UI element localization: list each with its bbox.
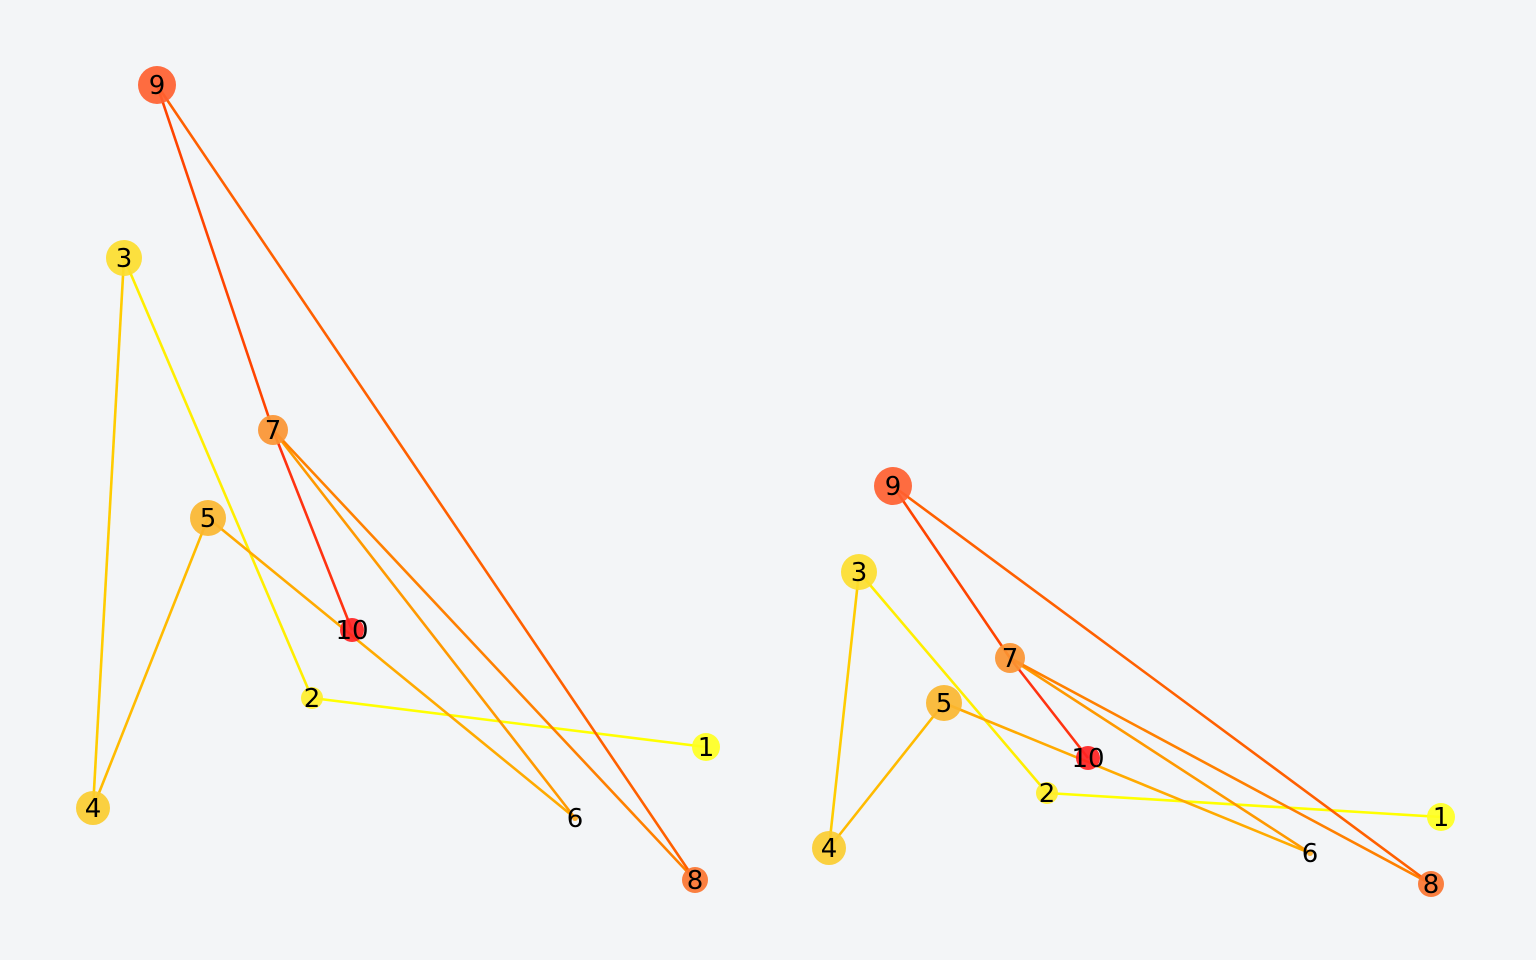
edge-9-7: [155, 84, 275, 431]
edge-2-1: [311, 696, 707, 749]
edge-3-2: [122, 257, 314, 699]
edge-5-4: [827, 702, 946, 849]
node-label-10: 10: [1071, 744, 1104, 774]
node-label-9: 9: [149, 71, 166, 101]
node-label-6: 6: [1302, 839, 1319, 869]
edge-7-8: [1009, 656, 1432, 886]
node-label-5: 5: [200, 504, 217, 534]
node-2: [1036, 782, 1058, 804]
node-10: [1076, 746, 1100, 770]
node-10: [340, 618, 364, 642]
node-label-1: 1: [1433, 803, 1450, 833]
node-7: [258, 415, 288, 445]
edge-7-6: [271, 429, 577, 819]
edge-9-8: [892, 484, 1432, 886]
node-label-7: 7: [265, 416, 282, 446]
node-label-2: 2: [304, 684, 321, 714]
node-9: [874, 467, 912, 505]
node-4: [812, 831, 846, 865]
node-1: [1427, 803, 1455, 831]
node-3: [841, 554, 877, 590]
edge-7-6: [1009, 656, 1311, 855]
node-label-3: 3: [851, 558, 868, 588]
node-label-6: 6: [567, 804, 584, 834]
node-8: [682, 867, 708, 893]
edge-7-10: [1008, 657, 1090, 759]
node-label-4: 4: [821, 834, 838, 864]
edge-9-7: [891, 485, 1012, 659]
node-3: [106, 240, 142, 276]
node-1: [692, 733, 720, 761]
node-label-4: 4: [85, 794, 102, 824]
graph-2: 1 2 3 4 5 6 7 8 9 10: [812, 467, 1455, 900]
edge-2-1: [1046, 791, 1442, 819]
node-9: [138, 66, 176, 104]
graph-1: 1 2 3 4 5 6 7 8 9 10: [76, 66, 720, 896]
edge-5-6: [207, 516, 576, 820]
node-label-3: 3: [116, 244, 133, 274]
node-5: [190, 500, 226, 536]
node-label-8: 8: [687, 866, 704, 896]
edge-5-4: [91, 517, 210, 809]
node-label-1: 1: [698, 733, 715, 763]
edge-9-8: [155, 84, 697, 881]
node-label-5: 5: [936, 689, 953, 719]
edge-3-2: [858, 571, 1048, 794]
edge-7-10: [271, 429, 354, 631]
node-label-10: 10: [335, 616, 368, 646]
edge-7-8: [272, 429, 696, 881]
node-label-9: 9: [885, 472, 902, 502]
node-6: [572, 815, 578, 821]
edge-5-6: [943, 701, 1311, 855]
edge-3-4: [91, 257, 126, 809]
node-2: [301, 687, 323, 709]
node-label-8: 8: [1423, 870, 1440, 900]
node-label-7: 7: [1002, 644, 1019, 674]
node-5: [926, 685, 962, 721]
node-8: [1418, 871, 1444, 897]
node-label-2: 2: [1039, 779, 1056, 809]
node-7: [995, 643, 1025, 673]
node-6: [1307, 850, 1313, 856]
edge-3-4: [827, 571, 861, 849]
node-4: [76, 791, 110, 825]
